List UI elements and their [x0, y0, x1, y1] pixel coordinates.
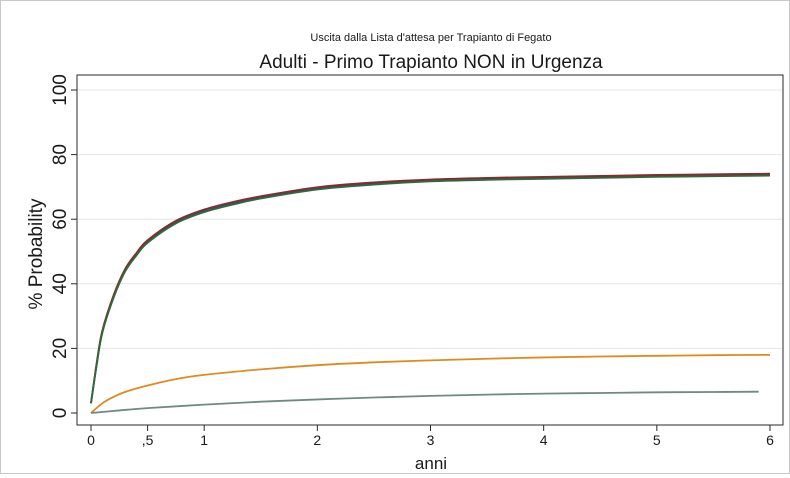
y-tick-label: 100 [50, 74, 71, 106]
x-axis-label: anni [415, 454, 447, 473]
series-line-3 [90, 174, 771, 404]
plot-area [76, 74, 784, 426]
chart-subtitle: Uscita dalla Lista d'attesa per Trapiant… [310, 32, 551, 44]
y-axis-label: % Probability [26, 198, 47, 309]
y-tick-label: 80 [50, 144, 71, 165]
axes [71, 89, 771, 431]
x-tick-label: 5 [653, 432, 661, 448]
x-tick-label: 4 [540, 432, 548, 448]
y-tick-label: 20 [50, 338, 71, 359]
series-line-4 [90, 353, 771, 414]
x-tick-label: ,5 [142, 432, 154, 448]
x-tick-label: 2 [313, 432, 321, 448]
y-tick-label: 60 [50, 209, 71, 230]
x-tick-label: 3 [427, 432, 435, 448]
chart-title: Adulti - Primo Trapianto NON in Urgenza [259, 52, 603, 73]
y-tick-label: 40 [50, 273, 71, 294]
gridlines [78, 89, 782, 349]
series-line-2 [90, 172, 771, 404]
x-tick-label: 6 [766, 432, 774, 448]
tick-labels: 0 20 40 60 80 100 0 ,5 1 2 3 4 5 6 [50, 74, 774, 448]
x-tick-label: 1 [200, 432, 208, 448]
series-lines [90, 172, 771, 414]
y-tick-label: 0 [50, 408, 71, 419]
series-line-5 [90, 390, 759, 414]
x-tick-label: 0 [87, 432, 95, 448]
